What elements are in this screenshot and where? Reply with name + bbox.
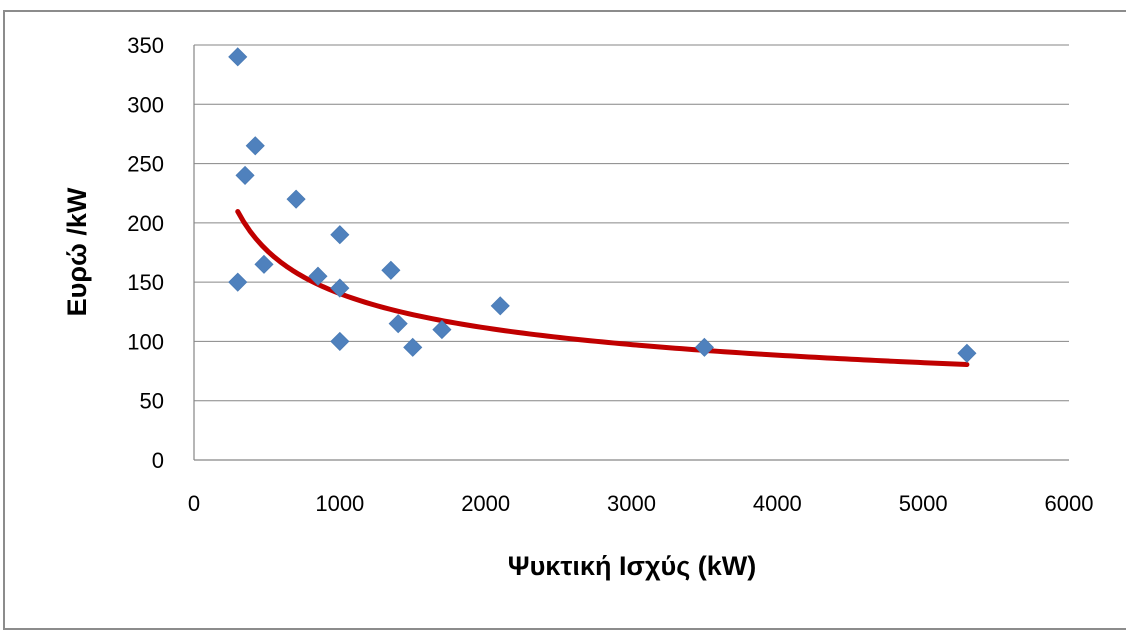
x-tick-label: 0 bbox=[188, 491, 200, 516]
data-point bbox=[286, 189, 306, 209]
trendline bbox=[235, 209, 970, 368]
data-point bbox=[381, 260, 401, 280]
axes bbox=[193, 45, 1069, 461]
y-tick-label: 250 bbox=[127, 152, 164, 177]
data-point bbox=[254, 254, 274, 274]
y-tick-label: 150 bbox=[127, 270, 164, 295]
data-point bbox=[308, 266, 328, 286]
data-point bbox=[330, 225, 350, 245]
y-tick-label: 200 bbox=[127, 211, 164, 236]
y-axis-title: Ευρώ /kW bbox=[62, 187, 92, 316]
x-tick-label: 6000 bbox=[1045, 491, 1094, 516]
data-point bbox=[403, 337, 423, 357]
y-tick-label: 0 bbox=[152, 448, 164, 473]
x-axis-title: Ψυκτική Ισχύς (kW) bbox=[508, 551, 756, 581]
y-tick-labels: 0 50 100 150 200 250 300 350 bbox=[127, 33, 164, 473]
data-points bbox=[228, 47, 977, 363]
trendline-group bbox=[235, 209, 970, 368]
data-point bbox=[228, 272, 248, 292]
y-tick-label: 350 bbox=[127, 33, 164, 58]
y-tick-label: 300 bbox=[127, 92, 164, 117]
y-tick-label: 50 bbox=[140, 389, 164, 414]
data-point bbox=[694, 337, 714, 357]
data-point bbox=[432, 320, 452, 340]
x-tick-label: 5000 bbox=[899, 491, 948, 516]
data-point bbox=[330, 331, 350, 351]
x-tick-label: 3000 bbox=[607, 491, 656, 516]
data-point bbox=[245, 136, 265, 156]
scatter-chart: 0 50 100 150 200 250 300 350 0 1000 2000 3000 4000 5… bbox=[62, 33, 1094, 581]
data-point bbox=[957, 343, 977, 363]
data-point bbox=[490, 296, 510, 316]
x-tick-label: 1000 bbox=[315, 491, 364, 516]
data-point bbox=[235, 165, 255, 185]
data-point bbox=[330, 278, 350, 298]
x-tick-labels: 0 1000 2000 3000 4000 5000 6000 bbox=[188, 491, 1094, 516]
y-tick-label: 100 bbox=[127, 329, 164, 354]
x-tick-label: 4000 bbox=[753, 491, 802, 516]
data-point bbox=[228, 47, 248, 67]
chart-frame bbox=[3, 10, 1126, 630]
x-tick-label: 2000 bbox=[461, 491, 510, 516]
data-point bbox=[388, 314, 408, 334]
gridlines bbox=[194, 44, 1069, 402]
